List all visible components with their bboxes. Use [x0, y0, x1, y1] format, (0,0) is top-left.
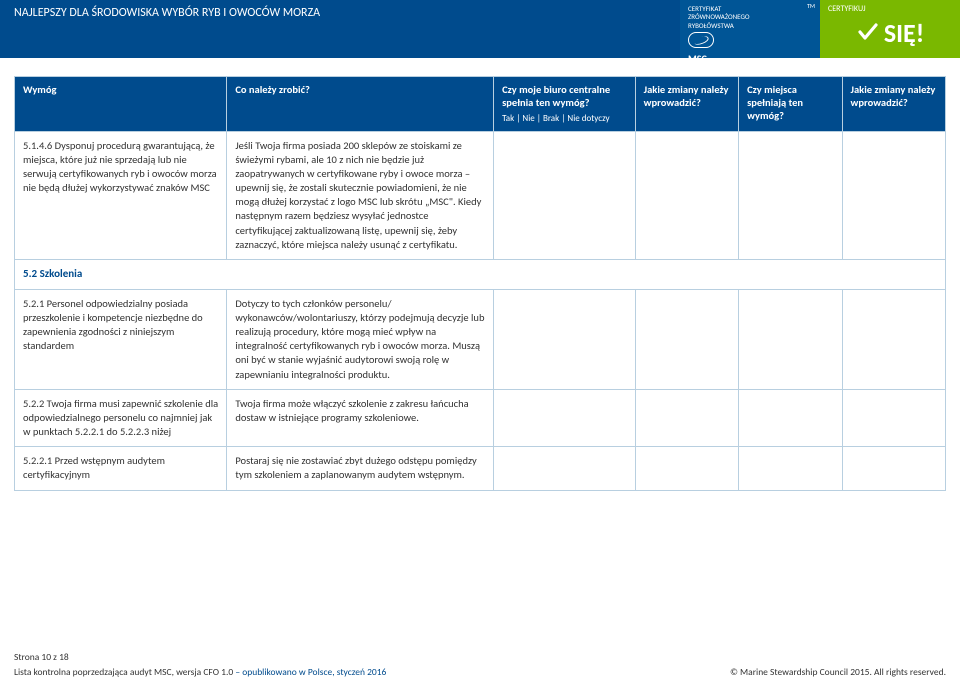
col-header-sites: Czy miejsca spełniają ten wymóg? — [739, 77, 842, 132]
checkmark-icon — [856, 20, 880, 44]
cell-action: Postaraj się nie zostawiać zbyt dużego o… — [227, 447, 494, 490]
table-header-row: Wymóg Co należy zrobić? Czy moje biuro c… — [15, 77, 946, 132]
table-row: 5.1.4.6 Dysponuj procedurą gwarantującą,… — [15, 131, 946, 259]
col-header-action: Co należy zrobić? — [227, 77, 494, 132]
cell-changes1[interactable] — [635, 389, 738, 447]
cert-line: RYBOŁÓWSTWA — [688, 22, 812, 30]
banner-title: NAJLEPSZY DLA ŚRODOWISKA WYBÓR RYB I OWO… — [14, 6, 320, 20]
banner-action-block: CERTYFIKUJ SIĘ! — [820, 0, 960, 58]
cell-office[interactable] — [494, 389, 636, 447]
table-row: 5.2.1 Personel odpowiedzialny posiada pr… — [15, 289, 946, 389]
cell-action: Jeśli Twoja firma posiada 200 sklepów ze… — [227, 131, 494, 259]
cell-sites[interactable] — [739, 289, 842, 389]
col-header-office-sub: Tak | Nie | Brak | Nie dotyczy — [502, 113, 627, 124]
cell-requirement: 5.1.4.6 Dysponuj procedurą gwarantującą,… — [15, 131, 227, 259]
cell-changes1[interactable] — [635, 289, 738, 389]
col-header-office-text: Czy moje biuro centralne spełnia ten wym… — [502, 83, 610, 109]
cell-changes1[interactable] — [635, 131, 738, 259]
cell-requirement: 5.2.1 Personel odpowiedzialny posiada pr… — [15, 289, 227, 389]
cell-sites[interactable] — [739, 131, 842, 259]
cell-sites[interactable] — [739, 389, 842, 447]
msc-fish-icon — [688, 32, 714, 48]
cell-sites[interactable] — [739, 447, 842, 490]
table-row: 5.2.2 Twoja firma musi zapewnić szkoleni… — [15, 389, 946, 447]
page-footer: Strona 10 z 18 Lista kontrolna poprzedza… — [14, 651, 946, 678]
cell-requirement: 5.2.2.1 Przed wstępnym audytem certyfika… — [15, 447, 227, 490]
table-body: 5.1.4.6 Dysponuj procedurą gwarantującą,… — [15, 131, 946, 490]
cell-changes2[interactable] — [842, 447, 945, 490]
col-header-changes1: Jakie zmiany należy wprowadzić? — [635, 77, 738, 132]
col-header-changes2: Jakie zmiany należy wprowadzić? — [842, 77, 945, 132]
cert-msc-label: MSC — [688, 53, 812, 65]
col-header-office: Czy moje biuro centralne spełnia ten wym… — [494, 77, 636, 132]
banner-cert-block: TM CERTYFIKAT ZRÓWNOWAŻONEGO RYBOŁÓWSTWA… — [680, 0, 820, 58]
cert-url: www.msc.org/pl — [688, 65, 812, 73]
cell-office[interactable] — [494, 289, 636, 389]
cell-office[interactable] — [494, 131, 636, 259]
cell-action: Twoja firma może włączyć szkolenie z zak… — [227, 389, 494, 447]
table-section-row: 5.2 Szkolenia — [15, 259, 946, 289]
cell-action: Dotyczy to tych członków personelu/ wyko… — [227, 289, 494, 389]
footer-copyright: © Marine Stewardship Council 2015. All r… — [730, 666, 946, 678]
trademark-symbol: TM — [807, 3, 815, 10]
cell-changes2[interactable] — [842, 289, 945, 389]
action-main-label: SIĘ! — [884, 17, 924, 49]
table-container: Wymóg Co należy zrobić? Czy moje biuro c… — [0, 58, 960, 491]
header-banner: NAJLEPSZY DLA ŚRODOWISKA WYBÓR RYB I OWO… — [0, 0, 960, 58]
requirements-table: Wymóg Co należy zrobić? Czy moje biuro c… — [14, 76, 946, 491]
footer-pub-info: – opublikowano w Polsce, styczeń 2016 — [233, 666, 386, 678]
cell-changes2[interactable] — [842, 131, 945, 259]
action-top-label: CERTYFIKUJ — [828, 4, 866, 14]
footer-doc-line: Lista kontrolna poprzedzająca audyt MSC,… — [14, 666, 386, 678]
col-header-requirement: Wymóg — [15, 77, 227, 132]
footer-doc-title: Lista kontrolna poprzedzająca audyt MSC,… — [14, 666, 233, 678]
section-heading: 5.2 Szkolenia — [15, 259, 946, 289]
cell-requirement: 5.2.2 Twoja firma musi zapewnić szkoleni… — [15, 389, 227, 447]
banner-title-bar: NAJLEPSZY DLA ŚRODOWISKA WYBÓR RYB I OWO… — [0, 0, 680, 58]
table-row: 5.2.2.1 Przed wstępnym audytem certyfika… — [15, 447, 946, 490]
footer-page-number: Strona 10 z 18 — [14, 651, 946, 663]
cell-office[interactable] — [494, 447, 636, 490]
cell-changes1[interactable] — [635, 447, 738, 490]
cell-changes2[interactable] — [842, 389, 945, 447]
